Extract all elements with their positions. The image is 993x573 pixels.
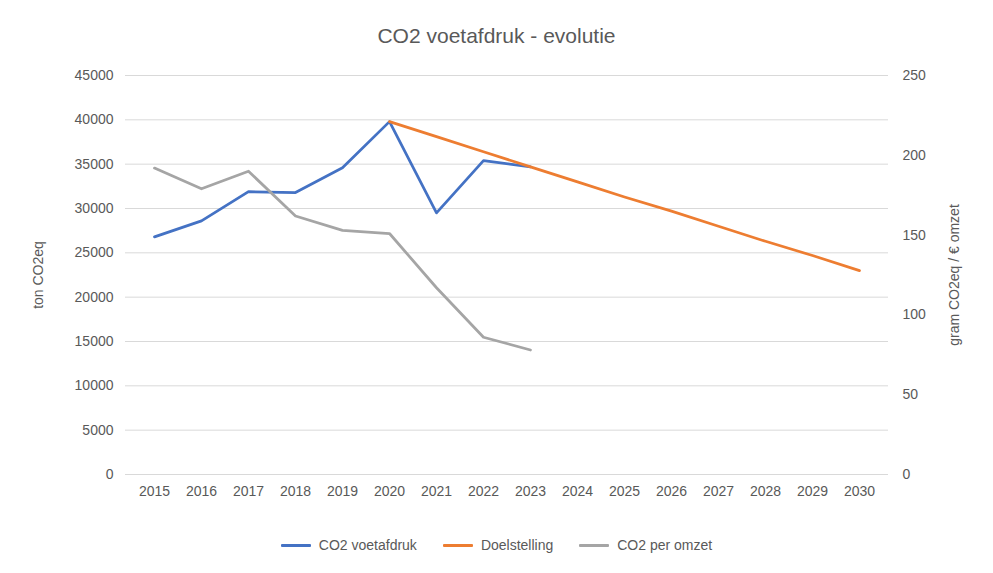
svg-text:ton CO2eq: ton CO2eq: [30, 241, 46, 309]
svg-text:0: 0: [903, 466, 911, 482]
svg-text:5000: 5000: [82, 422, 113, 438]
svg-text:gram CO2eq / € omzet: gram CO2eq / € omzet: [946, 204, 962, 346]
svg-text:25000: 25000: [75, 244, 114, 260]
svg-text:2029: 2029: [797, 483, 828, 499]
svg-text:30000: 30000: [75, 200, 114, 216]
svg-text:2027: 2027: [703, 483, 734, 499]
svg-text:35000: 35000: [75, 156, 114, 172]
svg-text:50: 50: [903, 386, 919, 402]
svg-text:2023: 2023: [515, 483, 546, 499]
svg-text:2025: 2025: [609, 483, 640, 499]
svg-text:250: 250: [903, 67, 927, 83]
svg-text:200: 200: [903, 147, 927, 163]
svg-text:2022: 2022: [468, 483, 499, 499]
html-text:CO2 voetafdruk: CO2 voetafdruk: [318, 537, 417, 553]
svg-text:10000: 10000: [75, 377, 114, 393]
svg-text:2017: 2017: [233, 483, 264, 499]
svg-text:2021: 2021: [421, 483, 452, 499]
svg-text:2019: 2019: [327, 483, 358, 499]
svg-text:2018: 2018: [280, 483, 311, 499]
svg-text:40000: 40000: [75, 111, 114, 127]
html-text:Doelstelling: Doelstelling: [480, 537, 554, 553]
svg-text:2026: 2026: [656, 483, 687, 499]
svg-text:2015: 2015: [139, 483, 170, 499]
svg-text:2028: 2028: [750, 483, 781, 499]
svg-text:2024: 2024: [562, 483, 593, 499]
svg-text:15000: 15000: [75, 333, 114, 349]
svg-text:100: 100: [903, 306, 927, 322]
svg-text:2030: 2030: [844, 483, 875, 499]
svg-text:0: 0: [106, 466, 114, 482]
html-text:CO2 per omzet: CO2 per omzet: [617, 537, 713, 553]
svg-text:2016: 2016: [186, 483, 217, 499]
svg-text:150: 150: [903, 227, 927, 243]
html-text:CO2 voetafdruk - evolutie: CO2 voetafdruk - evolutie: [377, 24, 616, 47]
svg-text:45000: 45000: [75, 67, 114, 83]
svg-text:20000: 20000: [75, 289, 114, 305]
svg-text:2020: 2020: [374, 483, 405, 499]
